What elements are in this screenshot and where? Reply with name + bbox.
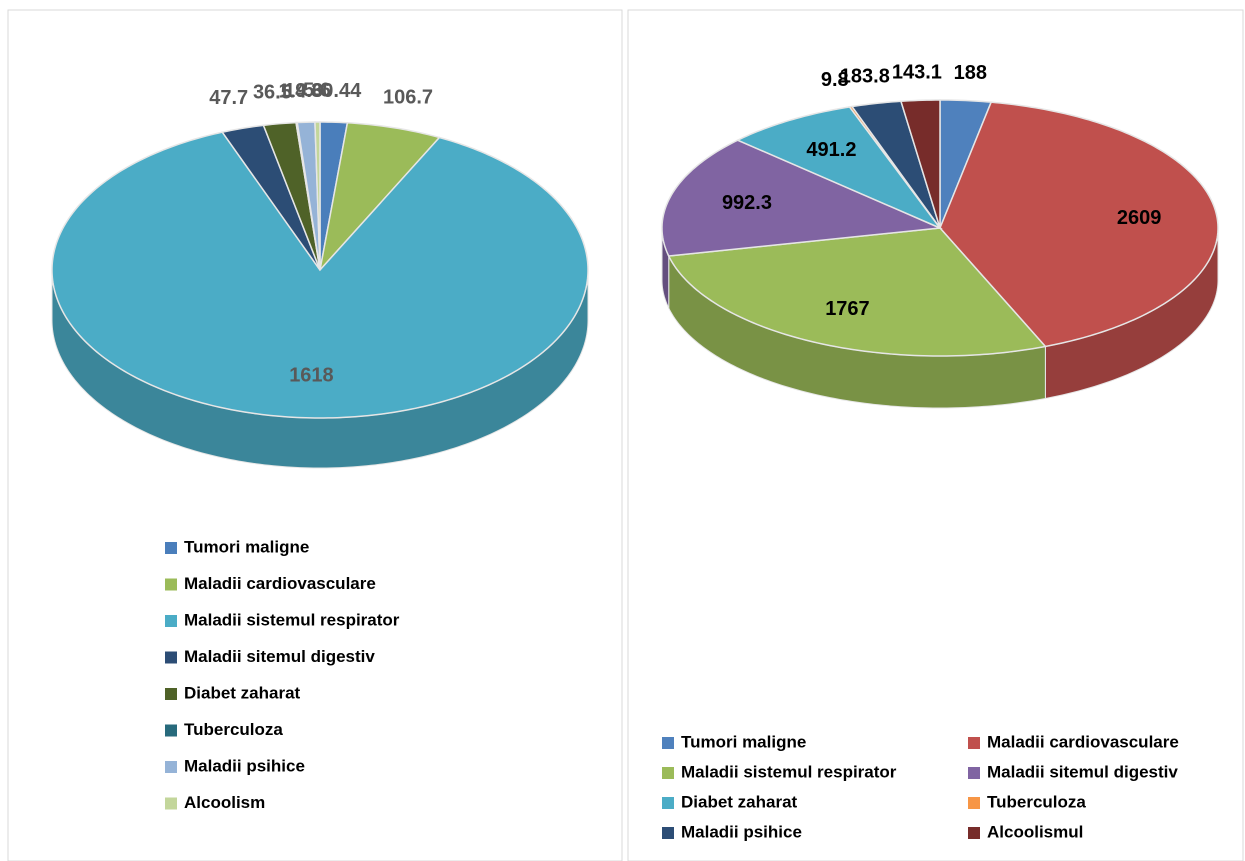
legend-label: Maladii sistemul respirator: [681, 762, 897, 781]
legend-swatch: [165, 578, 177, 591]
data-label: 36.5: [253, 82, 292, 104]
slice: [318, 121, 441, 273]
legend-swatch: [662, 827, 674, 839]
legend-swatch: [165, 688, 177, 700]
slice: [51, 131, 589, 419]
legend-swatch: [165, 651, 177, 664]
legend-swatch: [165, 542, 177, 554]
legend-swatch: [968, 827, 980, 839]
legend-label: Diabet zaharat: [184, 683, 301, 702]
slice: [221, 124, 321, 271]
legend-swatch: [662, 767, 674, 779]
legend-label: Tuberculoza: [184, 720, 283, 739]
data-label: 19.6: [284, 80, 323, 102]
data-label: 188: [954, 62, 987, 84]
data-label: 1.4: [279, 80, 308, 102]
legend-label: Tuberculoza: [987, 792, 1086, 811]
legend-swatch: [662, 737, 674, 749]
slice: [939, 101, 1219, 348]
slice: [314, 121, 321, 271]
legend-swatch: [662, 797, 674, 809]
legend-label: Alcoolismul: [987, 822, 1083, 841]
data-label: 183.8: [840, 65, 890, 87]
slice: [667, 227, 1047, 357]
data-label: 2609: [1117, 207, 1162, 229]
slice: [735, 106, 943, 230]
data-label: 5.6: [303, 80, 331, 102]
slice: [899, 99, 941, 229]
data-label: 491.2: [806, 139, 856, 161]
data-label: 1618: [289, 365, 334, 387]
legend-swatch: [968, 767, 980, 779]
legend-label: Diabet zaharat: [681, 792, 798, 811]
legend-label: Maladii sitemul digestiv: [987, 762, 1178, 781]
data-label: 9.8: [821, 69, 849, 91]
legend-swatch: [968, 737, 980, 749]
data-label: 47.7: [209, 87, 248, 109]
legend-label: Tumori maligne: [184, 537, 309, 556]
legend-label: Maladii cardiovasculare: [987, 732, 1179, 751]
slice: [850, 100, 941, 229]
legend-swatch: [165, 615, 177, 627]
legend-swatch: [165, 761, 177, 773]
data-label: 992.3: [722, 192, 772, 214]
legend-label: Tumori maligne: [681, 732, 806, 751]
legend-label: Maladii psihice: [184, 756, 305, 775]
data-label: 30.44: [311, 80, 362, 102]
data-label: 106.7: [383, 87, 433, 109]
legend-label: Maladii cardiovasculare: [184, 574, 376, 593]
legend-swatch: [165, 797, 177, 810]
legend-swatch: [165, 724, 177, 737]
slice: [262, 121, 321, 271]
data-label: 143.1: [892, 62, 942, 84]
legend-label: Maladii sitemul digestiv: [184, 647, 375, 666]
legend-label: Maladii sistemul respirator: [184, 610, 400, 629]
legend-label: Alcoolism: [184, 793, 265, 812]
legend-label: Maladii psihice: [681, 822, 802, 841]
slice: [661, 139, 943, 257]
legend-swatch: [968, 797, 980, 809]
data-label: 1767: [825, 298, 870, 320]
